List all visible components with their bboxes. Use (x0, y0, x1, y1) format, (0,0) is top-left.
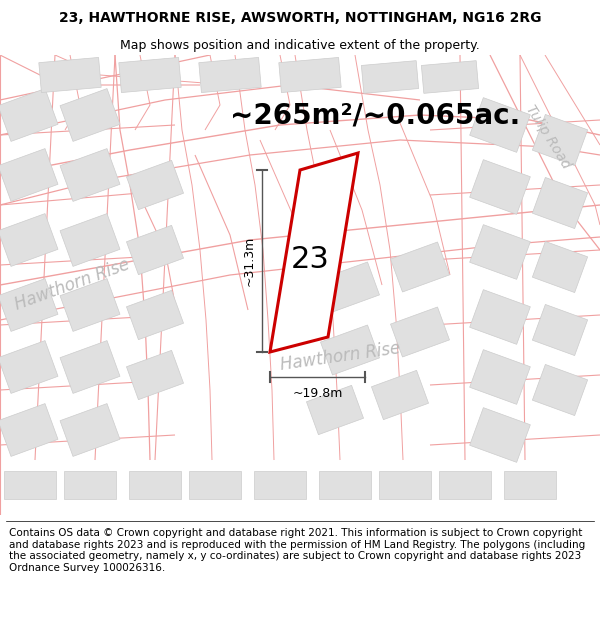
Polygon shape (127, 161, 184, 209)
Text: Hawthorn Rise: Hawthorn Rise (12, 256, 132, 314)
Text: Hawthorn Rise: Hawthorn Rise (279, 339, 401, 374)
Text: 23, HAWTHORNE RISE, AWSWORTH, NOTTINGHAM, NG16 2RG: 23, HAWTHORNE RISE, AWSWORTH, NOTTINGHAM… (59, 11, 541, 25)
Polygon shape (189, 471, 241, 499)
Polygon shape (391, 307, 449, 357)
Polygon shape (0, 404, 58, 456)
Polygon shape (0, 149, 58, 201)
Polygon shape (270, 153, 358, 352)
Polygon shape (307, 386, 364, 434)
Polygon shape (279, 58, 341, 92)
Polygon shape (127, 291, 184, 339)
Polygon shape (0, 341, 58, 393)
Polygon shape (421, 61, 479, 93)
Polygon shape (470, 289, 530, 344)
Polygon shape (361, 61, 419, 93)
Polygon shape (0, 279, 58, 331)
Polygon shape (60, 89, 120, 141)
Polygon shape (0, 89, 58, 141)
Polygon shape (127, 226, 184, 274)
Polygon shape (199, 58, 261, 92)
Text: ~265m²/~0.065ac.: ~265m²/~0.065ac. (230, 101, 520, 129)
Text: Contains OS data © Crown copyright and database right 2021. This information is : Contains OS data © Crown copyright and d… (9, 528, 585, 573)
Polygon shape (319, 471, 371, 499)
Polygon shape (0, 214, 58, 266)
Polygon shape (532, 114, 587, 166)
Polygon shape (60, 149, 120, 201)
Polygon shape (129, 471, 181, 499)
Polygon shape (60, 341, 120, 393)
Polygon shape (64, 471, 116, 499)
Polygon shape (532, 177, 587, 229)
Polygon shape (391, 242, 449, 292)
Polygon shape (371, 371, 428, 419)
Polygon shape (470, 408, 530, 462)
Polygon shape (439, 471, 491, 499)
Text: 23: 23 (290, 246, 329, 274)
Polygon shape (60, 404, 120, 456)
Polygon shape (470, 224, 530, 279)
Polygon shape (60, 214, 120, 266)
Text: Tulip Road: Tulip Road (523, 102, 573, 171)
Polygon shape (254, 471, 306, 499)
Polygon shape (119, 58, 181, 92)
Polygon shape (470, 349, 530, 404)
Polygon shape (470, 159, 530, 214)
Polygon shape (320, 325, 379, 375)
Text: ~19.8m: ~19.8m (292, 387, 343, 400)
Polygon shape (39, 58, 101, 92)
Polygon shape (504, 471, 556, 499)
Polygon shape (532, 241, 587, 292)
Polygon shape (4, 471, 56, 499)
Polygon shape (379, 471, 431, 499)
Polygon shape (60, 279, 120, 331)
Text: Map shows position and indicative extent of the property.: Map shows position and indicative extent… (120, 39, 480, 51)
Polygon shape (470, 98, 530, 152)
Polygon shape (532, 304, 587, 356)
Text: ~31.3m: ~31.3m (243, 236, 256, 286)
Polygon shape (532, 364, 587, 416)
Polygon shape (320, 262, 379, 312)
Polygon shape (127, 351, 184, 399)
